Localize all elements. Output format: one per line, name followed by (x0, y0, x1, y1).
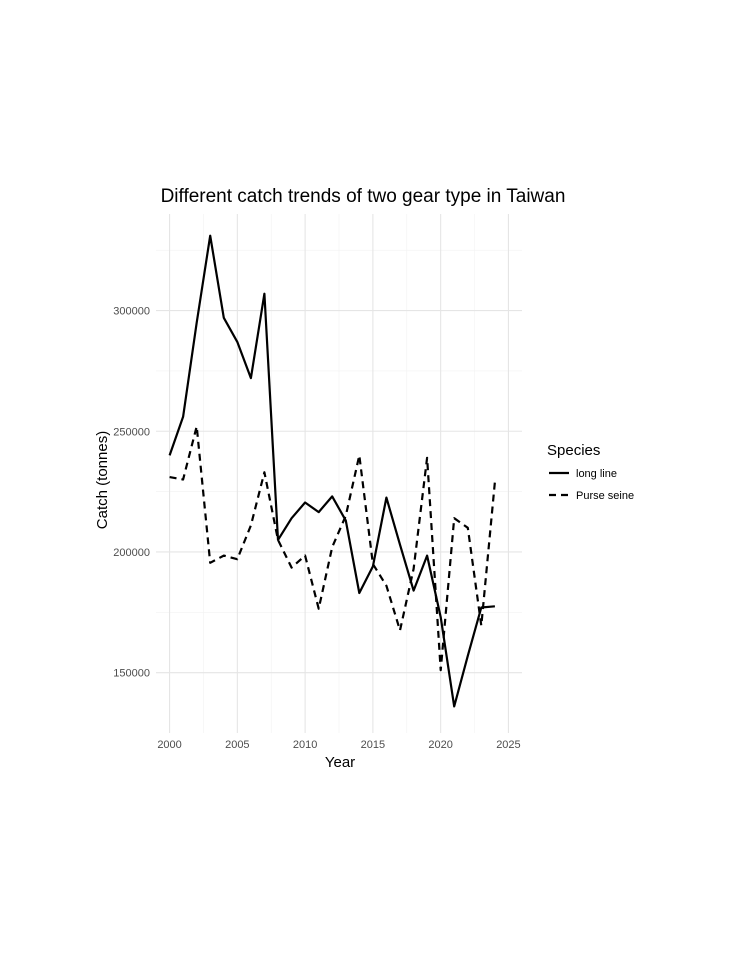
y-tick-label: 300000 (113, 306, 150, 318)
x-axis-ticks: 2000 2005 2010 2015 2020 2025 (157, 739, 520, 751)
series-line-purse-seine (169, 425, 496, 672)
x-tick-label: 2015 (361, 739, 385, 751)
x-tick-label: 2020 (428, 739, 452, 751)
legend-label: Purse seine (576, 490, 634, 502)
grid-lines (156, 214, 522, 733)
x-tick-label: 2025 (496, 739, 520, 751)
series-lines (168, 234, 496, 708)
y-tick-label: 250000 (113, 426, 150, 438)
x-tick-label: 2000 (157, 739, 181, 751)
chart-title: Different catch trends of two gear type … (161, 186, 566, 207)
y-tick-label: 150000 (113, 668, 150, 680)
y-tick-label: 200000 (113, 547, 150, 559)
legend-items: long line Purse seine (549, 468, 634, 502)
series-line-long-line (168, 234, 495, 708)
y-axis-ticks: 150000 200000 250000 300000 (113, 306, 150, 680)
y-axis-title: Catch (tonnes) (94, 431, 111, 529)
legend: Species long line Purse seine (547, 442, 634, 502)
x-tick-label: 2005 (225, 739, 249, 751)
legend-title: Species (547, 442, 600, 459)
x-tick-label: 2010 (293, 739, 317, 751)
legend-label: long line (576, 468, 617, 480)
x-axis-title: Year (325, 754, 355, 771)
